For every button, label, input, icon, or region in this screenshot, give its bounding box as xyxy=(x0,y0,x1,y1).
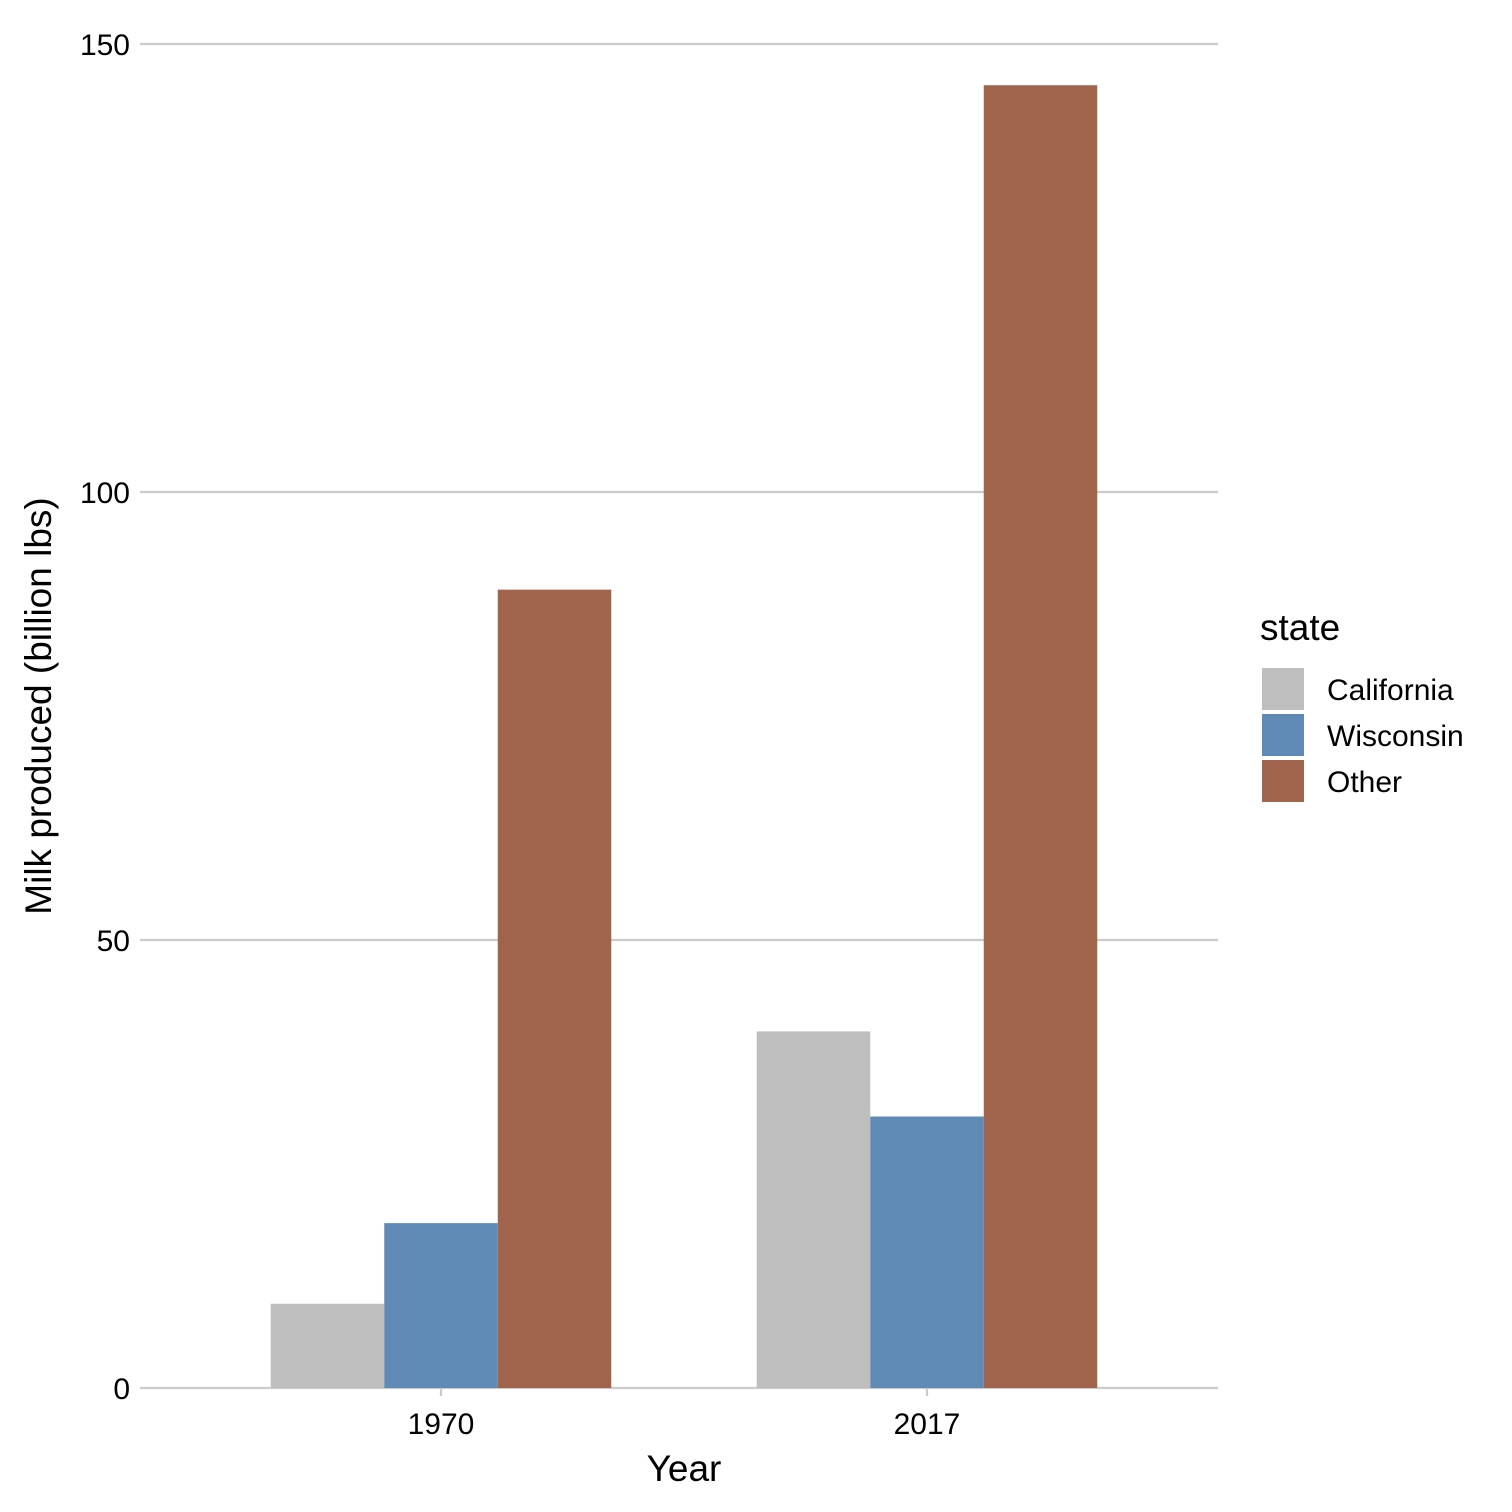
y-tick-label: 0 xyxy=(113,1373,130,1406)
x-axis-ticks: 1970 2017 xyxy=(408,1388,961,1441)
y-axis-title: Milk produced (billion lbs) xyxy=(18,497,59,914)
legend-swatch-other xyxy=(1262,760,1304,802)
legend-label-other: Other xyxy=(1327,766,1402,799)
y-tick-label: 100 xyxy=(80,477,130,510)
bars xyxy=(270,85,1098,1388)
bar-other-1970 xyxy=(497,589,612,1388)
bar-california-1970 xyxy=(270,1303,385,1388)
bar-wisconsin-2017 xyxy=(870,1116,984,1388)
bar-california-2017 xyxy=(756,1031,871,1388)
y-tick-label: 150 xyxy=(80,29,130,62)
legend-swatch-wisconsin xyxy=(1262,714,1304,756)
x-tick-label: 2017 xyxy=(894,1408,961,1441)
legend-label-wisconsin: Wisconsin xyxy=(1327,720,1464,753)
legend-title: state xyxy=(1260,607,1340,648)
legend: state California Wisconsin Other xyxy=(1260,607,1464,802)
bar-wisconsin-1970 xyxy=(384,1223,498,1388)
y-tick-label: 50 xyxy=(97,925,130,958)
bar-other-2017 xyxy=(983,85,1098,1388)
legend-label-california: California xyxy=(1327,674,1454,707)
legend-swatch-california xyxy=(1262,668,1304,710)
y-axis-ticks: 0 50 100 150 xyxy=(80,29,130,1406)
x-axis-title: Year xyxy=(647,1448,722,1489)
x-tick-label: 1970 xyxy=(408,1408,475,1441)
